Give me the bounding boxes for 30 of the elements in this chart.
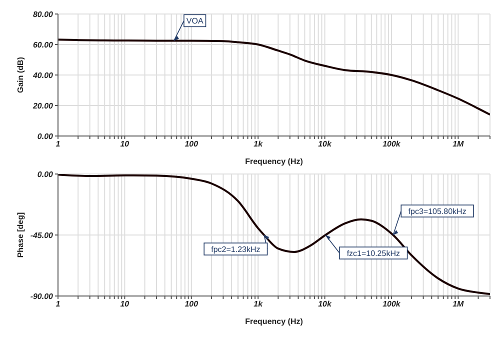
x-tick-label: 100 — [184, 300, 199, 309]
series-label: VOA — [186, 16, 204, 26]
y-tick-label: -45.00 — [30, 230, 54, 240]
x-tick-label: 100k — [382, 300, 401, 309]
y-tick-label: 60.00 — [32, 40, 54, 50]
x-tick-label: 1k — [254, 140, 264, 149]
x-tick-label: 1 — [56, 140, 61, 149]
x-axis-title: Frequency (Hz) — [245, 157, 304, 166]
y-tick-label: 0.00 — [37, 170, 54, 179]
x-tick-label: 10 — [120, 300, 130, 309]
x-tick-label: 1 — [56, 300, 61, 309]
annotation: fpc2=1.23kHz — [211, 245, 260, 254]
x-tick-label: 10k — [318, 140, 332, 149]
x-tick-label: 100k — [382, 140, 401, 149]
y-tick-label: 80.00 — [32, 10, 54, 19]
y-tick-label: 20.00 — [32, 101, 54, 110]
x-tick-label: 1M — [452, 300, 464, 309]
y-tick-label: 0.00 — [37, 132, 54, 141]
x-axis-title: Frequency (Hz) — [245, 317, 304, 326]
x-tick-label: 100 — [184, 140, 199, 149]
x-tick-label: 1M — [452, 140, 464, 149]
annotation: fpc3=105.80kHz — [408, 207, 466, 216]
x-tick-label: 1k — [254, 300, 264, 309]
x-tick-label: 10k — [318, 300, 332, 309]
x-tick-label: 10 — [120, 140, 130, 149]
y-tick-label: 40.00 — [32, 70, 54, 80]
y-axis-title: Gain (dB) — [16, 56, 25, 93]
annotation: fzc1=10.25kHz — [346, 249, 400, 258]
y-axis-title: Phase [deg] — [16, 212, 25, 258]
y-tick-label: -90.00 — [30, 292, 54, 301]
